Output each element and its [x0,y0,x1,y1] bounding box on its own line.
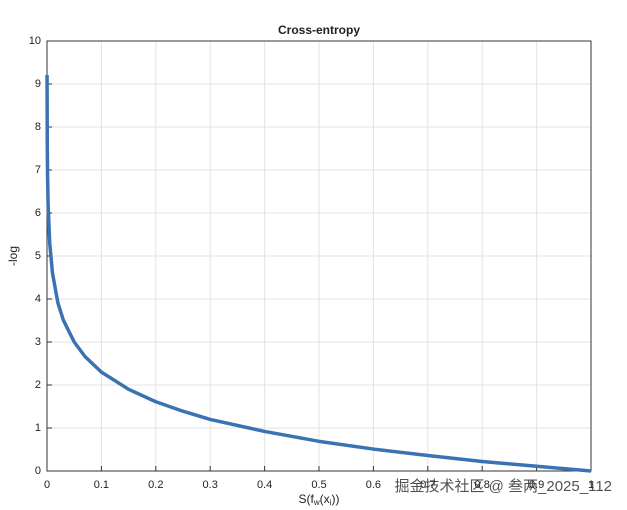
x-label-part: (x [320,492,330,506]
x-tick-label: 0.3 [203,479,218,491]
y-axis-label: -log [6,246,20,266]
x-tick-label: 0.4 [257,479,272,491]
y-tick-label: 6 [35,207,41,219]
y-tick-label: 7 [35,164,41,176]
x-label-part: S(f [299,492,315,506]
x-tick-label: 0.9 [529,479,544,491]
x-tick-label: 0.6 [366,479,381,491]
y-tick-label: 1 [35,422,41,434]
x-tick-label: 0.5 [311,479,326,491]
x-tick-label: 0.1 [94,479,109,491]
y-tick-label: 8 [35,121,41,133]
y-tick-label: 0 [35,465,41,477]
plot-frame [46,40,592,472]
y-tick-label: 5 [35,250,41,262]
x-label-sub: w [313,498,320,507]
y-tick-label: 9 [35,78,41,90]
x-tick-label: 0 [44,479,50,491]
chart-title: Cross-entropy [278,23,360,37]
line [45,74,592,473]
y-tick-label: 10 [29,35,41,47]
x-tick-label: 0.8 [475,479,490,491]
x-axis-label: S(fw(xi)) [299,492,340,507]
x-tick-label: 1 [588,479,594,491]
y-tick-label: 4 [35,293,41,305]
y-tick-label: 2 [35,379,41,391]
y-tick-label: 3 [35,336,41,348]
x-label-part: )) [331,492,339,506]
x-tick-label: 0.2 [148,479,163,491]
watermark: 掘金技术社区 @ 叁两_2025_112 [394,478,612,495]
x-label-sub: i [330,498,332,507]
x-tick-label: 0.7 [420,479,435,491]
